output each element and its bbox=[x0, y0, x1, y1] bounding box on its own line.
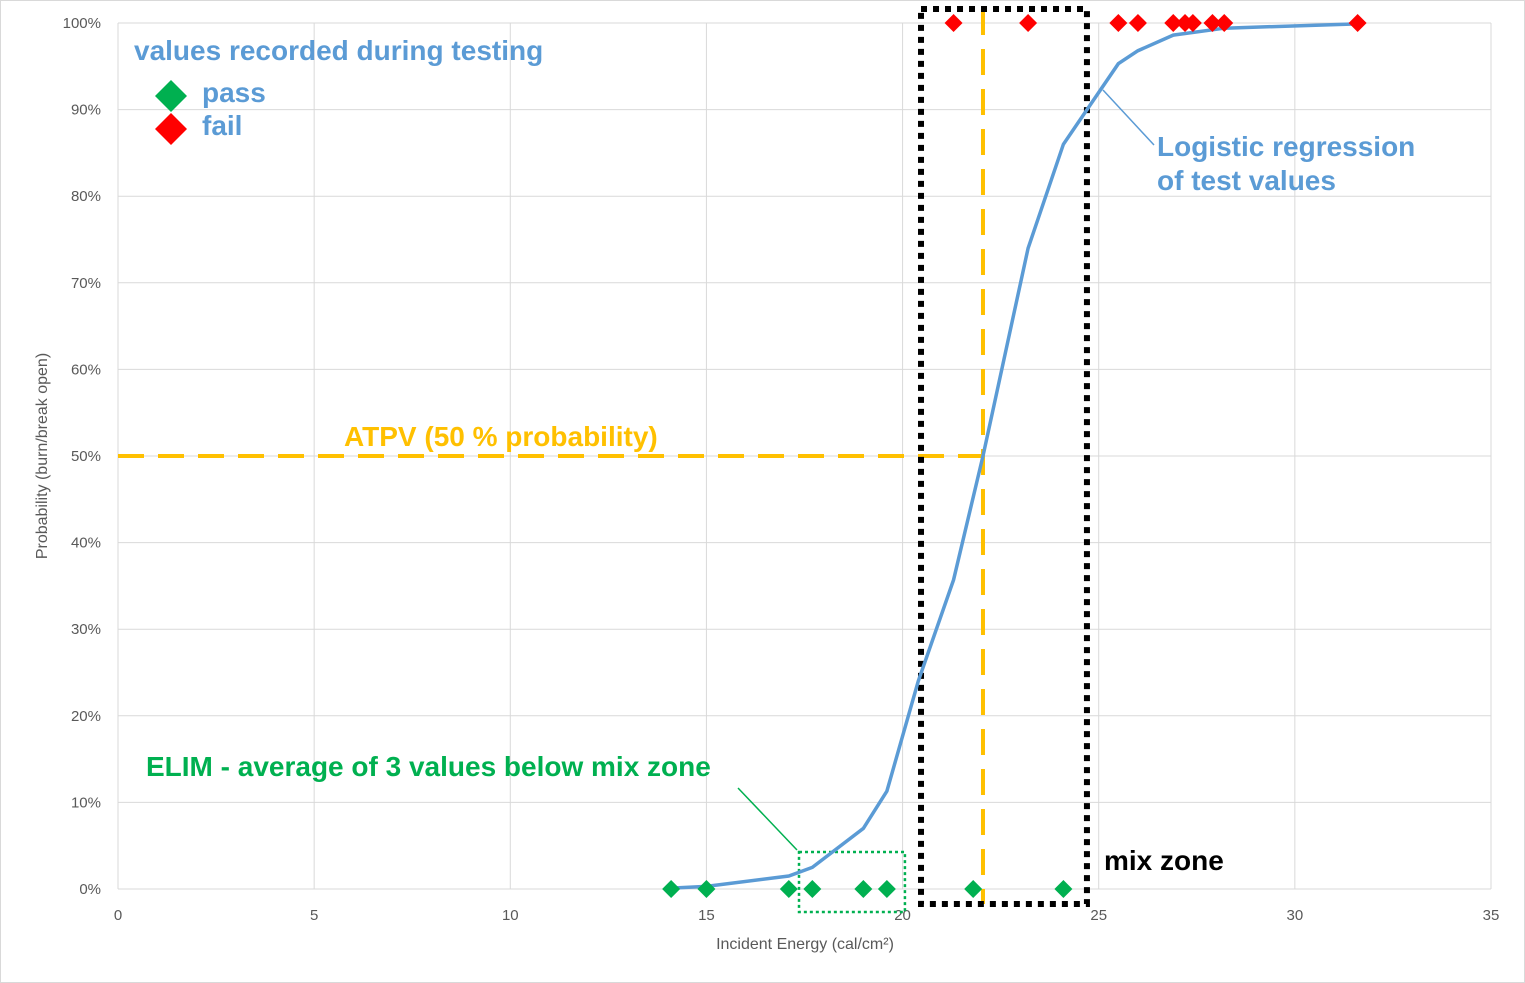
fail-point bbox=[1183, 14, 1202, 32]
pass-point bbox=[662, 880, 681, 898]
legend-title: values recorded during testing bbox=[134, 35, 543, 66]
regression-label-2: of test values bbox=[1157, 165, 1336, 196]
x-tick-label: 0 bbox=[114, 907, 122, 924]
x-axis-label: Incident Energy (cal/cm²) bbox=[716, 936, 894, 953]
fail-point bbox=[1128, 14, 1147, 32]
y-tick-label: 100% bbox=[63, 15, 101, 32]
y-tick-label: 50% bbox=[71, 448, 101, 465]
y-tick-label: 0% bbox=[79, 881, 101, 898]
pass-point bbox=[964, 880, 983, 898]
y-tick-label: 20% bbox=[71, 708, 101, 725]
regression-line bbox=[671, 22, 1358, 890]
fail-point bbox=[944, 14, 963, 32]
fail-point bbox=[1109, 14, 1128, 32]
mix-zone-label: mix zone bbox=[1104, 845, 1224, 876]
pass-point bbox=[877, 880, 896, 898]
x-tick-label: 20 bbox=[894, 907, 911, 924]
fail-point bbox=[1215, 14, 1234, 32]
pass-point bbox=[779, 880, 798, 898]
x-tick-label: 25 bbox=[1090, 907, 1107, 924]
legend-fail-label: fail bbox=[202, 110, 242, 141]
pass-point bbox=[697, 880, 716, 898]
fail-point bbox=[1164, 14, 1183, 32]
elim-callout-line bbox=[737, 787, 798, 851]
y-tick-label: 30% bbox=[71, 621, 101, 638]
fail-point bbox=[1019, 14, 1038, 32]
x-tick-label: 10 bbox=[502, 907, 519, 924]
pass-point bbox=[1054, 880, 1073, 898]
legend-pass-label: pass bbox=[202, 77, 266, 108]
elim-box bbox=[797, 850, 907, 914]
x-tick-label: 30 bbox=[1287, 907, 1304, 924]
x-tick-label: 15 bbox=[698, 907, 715, 924]
y-tick-label: 60% bbox=[71, 361, 101, 378]
y-axis-label: Probability (burn/break open) bbox=[34, 353, 51, 559]
y-tick-label: 90% bbox=[71, 102, 101, 119]
pass-point bbox=[803, 880, 822, 898]
fail-point bbox=[1348, 14, 1367, 32]
x-tick-label: 5 bbox=[310, 907, 318, 924]
x-tick-label: 35 bbox=[1483, 907, 1500, 924]
y-tick-label: 70% bbox=[71, 275, 101, 292]
y-tick-label: 80% bbox=[71, 188, 101, 205]
mix-zone-box bbox=[918, 6, 1090, 907]
legend-pass-marker bbox=[155, 80, 187, 112]
y-tick-label: 10% bbox=[71, 794, 101, 811]
pass-point bbox=[854, 880, 873, 898]
elim-label: ELIM - average of 3 values below mix zon… bbox=[146, 751, 711, 782]
regression-callout-line bbox=[1102, 89, 1155, 146]
fail-point bbox=[1203, 14, 1222, 32]
legend-fail-marker bbox=[155, 113, 187, 145]
y-tick-label: 40% bbox=[71, 535, 101, 552]
regression-label-1: Logistic regression bbox=[1157, 131, 1415, 162]
atpv-label: ATPV (50 % probability) bbox=[344, 421, 658, 452]
